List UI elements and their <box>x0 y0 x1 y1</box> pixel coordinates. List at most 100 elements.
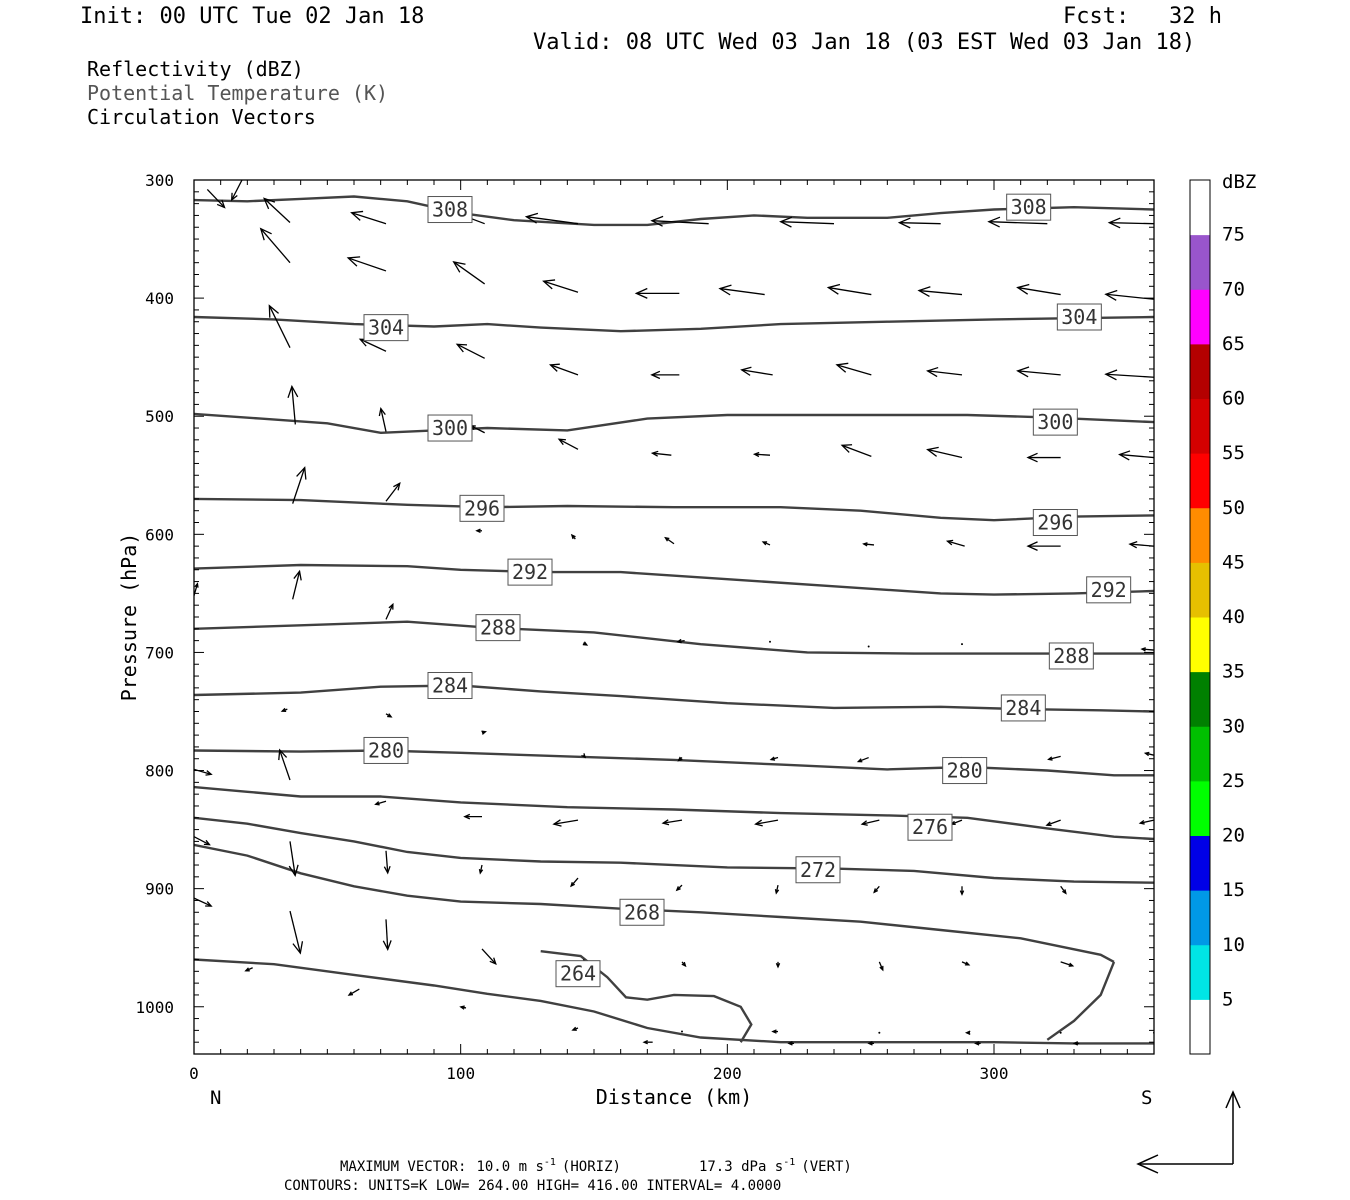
wind-vector <box>278 748 291 781</box>
theta-contour-272 <box>194 816 1154 884</box>
colorbar-segment <box>1190 835 1210 891</box>
wind-vector <box>826 283 872 296</box>
north-end-label: N <box>210 1087 221 1109</box>
wind-vector <box>779 216 835 228</box>
contour-label-box <box>1032 509 1078 537</box>
wind-vector <box>769 640 771 643</box>
legend-potential-temperature: Potential Temperature (K) <box>87 81 389 105</box>
wind-vector <box>1138 819 1154 825</box>
wind-vector <box>385 602 394 620</box>
colorbar-frame <box>1189 179 1211 1055</box>
wind-vector <box>346 256 387 272</box>
wind-vector <box>287 384 299 425</box>
wind-vector <box>557 438 579 450</box>
contour-label: 280 <box>947 759 983 783</box>
wind-vector <box>878 1031 881 1034</box>
contour-label: 292 <box>1091 578 1127 602</box>
contour-label-box <box>619 898 665 926</box>
wind-vector <box>194 897 213 907</box>
circulation-vectors <box>194 180 1154 1046</box>
wind-vector <box>856 756 869 763</box>
wind-vector <box>385 713 393 718</box>
wind-vector <box>1104 289 1154 301</box>
wind-vector <box>840 444 872 457</box>
contour-label: 268 <box>624 900 660 924</box>
wind-vector <box>775 961 781 969</box>
wind-vector <box>987 216 1048 228</box>
y-tick-label: 900 <box>145 880 174 899</box>
wind-vector <box>769 756 779 761</box>
wind-vector <box>740 366 773 376</box>
colorbar-title: dBZ <box>1222 171 1256 193</box>
wind-vector <box>268 304 291 349</box>
wind-vector <box>1045 819 1061 827</box>
wind-vector <box>926 446 963 459</box>
wind-vector <box>263 197 291 223</box>
wind-vector <box>867 1041 874 1046</box>
colorbar-segment <box>1190 617 1210 673</box>
colorbar-label: 45 <box>1222 551 1245 573</box>
wind-vector <box>664 536 675 545</box>
wind-vector <box>1060 885 1067 895</box>
wind-vector <box>860 819 880 826</box>
colorbar-labels: 5 10 15 20 25 30 35 40 45 50 55 60 65 70 75 <box>1222 224 1245 1011</box>
wind-vector <box>675 884 683 892</box>
legend-reflectivity: Reflectivity (dBZ) <box>87 57 304 81</box>
axis-tick-labels: 0 100 200 300 300 400 500 600 700 800 900 1000 <box>135 171 1008 1083</box>
contour-label-box <box>507 558 553 586</box>
colorbar-segment <box>1190 944 1210 1000</box>
colorbar-label: 50 <box>1222 497 1245 519</box>
wind-vector <box>292 569 302 600</box>
colorbar-label: 75 <box>1222 224 1245 246</box>
contour-label: 300 <box>432 416 468 440</box>
reference-vector <box>1136 1090 1241 1174</box>
wind-vector <box>1047 755 1061 761</box>
colorbar-segment <box>1190 562 1210 618</box>
contour-label: 304 <box>1061 305 1097 329</box>
wind-vector <box>378 407 387 432</box>
wind-vector <box>459 1005 467 1010</box>
contour-label: 264 <box>560 962 596 986</box>
theta-contour-276 <box>194 785 1154 841</box>
wind-vector <box>463 813 482 820</box>
wind-vector <box>774 884 780 895</box>
y-tick-label: 700 <box>145 643 174 662</box>
contour-label: 296 <box>1037 511 1073 535</box>
wind-vector <box>452 261 486 285</box>
wind-vector <box>961 643 963 646</box>
wind-vector <box>681 961 687 968</box>
wind-vector <box>867 645 870 648</box>
contour-label-box <box>427 196 473 224</box>
wind-vector <box>206 188 226 209</box>
wind-vector <box>718 284 765 296</box>
wind-vector <box>681 1030 683 1033</box>
colorbar-segment <box>1190 671 1210 727</box>
contour-label-box <box>907 813 953 841</box>
wind-vector <box>1140 647 1154 652</box>
wind-vector <box>754 819 779 827</box>
wind-vector <box>945 539 965 547</box>
wind-vector <box>1026 541 1061 551</box>
wind-vector <box>481 948 497 966</box>
contour-label-box <box>942 757 988 785</box>
contour-labels: 308 308 304 304 300 300 296 296 292 292 288 288 284 2… <box>363 193 1132 988</box>
y-tick-label: 800 <box>145 762 174 781</box>
contours-info: CONTOURS: UNITS=K LOW= 264.00 HIGH= 416.… <box>284 1178 781 1194</box>
legend-circulation-vectors: Circulation Vectors <box>87 105 316 129</box>
wind-vector <box>571 1026 579 1031</box>
contour-label: 304 <box>368 316 404 340</box>
wind-vector <box>1143 751 1154 757</box>
wind-vector <box>964 1030 971 1035</box>
wind-vector <box>661 819 683 826</box>
south-end-label: S <box>1141 1087 1152 1109</box>
contour-label-box <box>1006 193 1052 221</box>
contour-label: 300 <box>1037 410 1073 434</box>
theta-contour-296 <box>194 497 1154 522</box>
theta-contour-292 <box>194 563 1154 596</box>
x-tick-label: 100 <box>446 1064 475 1083</box>
colorbar-segment <box>1190 234 1210 290</box>
colorbar-label: 65 <box>1222 333 1245 355</box>
contour-label: 272 <box>800 858 836 882</box>
wind-vector <box>677 756 683 762</box>
theta-contours <box>194 195 1154 1045</box>
